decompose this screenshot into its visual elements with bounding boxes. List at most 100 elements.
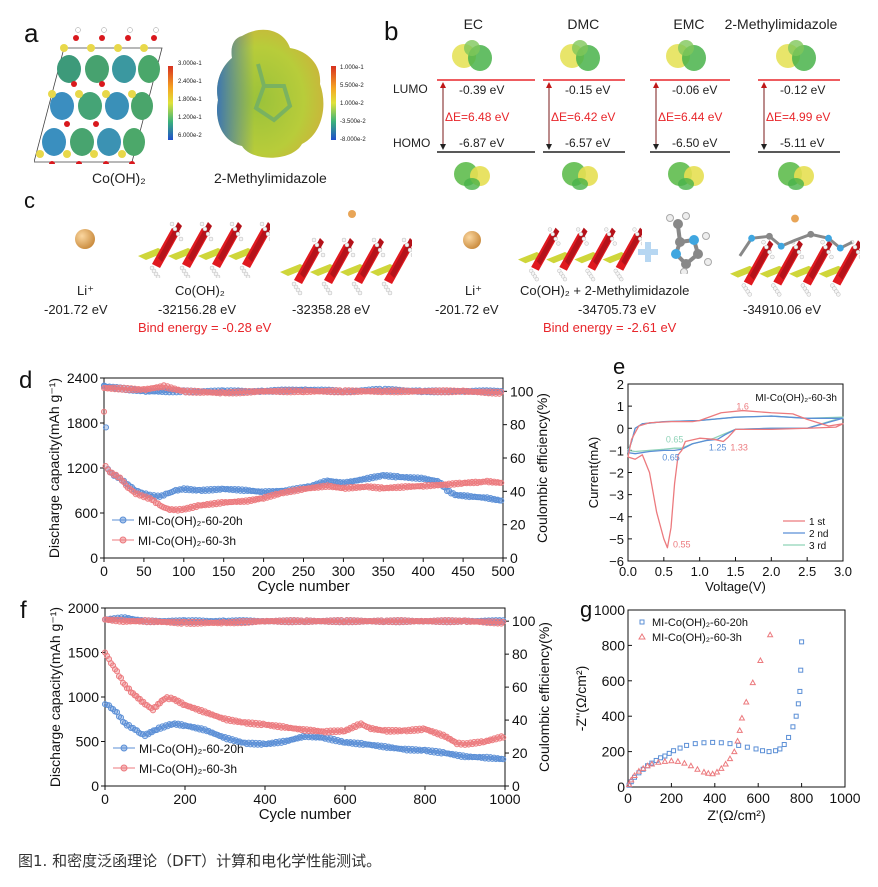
methylimidazole-caption: 2-Methylimidazole <box>214 170 327 186</box>
homo-orbital-image <box>778 162 814 190</box>
c-item-0-name: Li⁺ <box>77 283 94 298</box>
data-point <box>102 424 110 431</box>
methylimidazole-molecule-image <box>666 212 712 274</box>
x-tick-label: 200 <box>660 790 684 806</box>
y-axis-title: Discharge capacity(mAh g⁻¹) <box>46 378 62 558</box>
series-mi-co-oh-60-3h <box>101 649 507 748</box>
data-point <box>100 408 108 415</box>
x-axis-title: Cycle number <box>257 578 350 595</box>
lumo-energy: -0.15 eV <box>565 83 611 97</box>
x-tick-label: 200 <box>252 563 276 579</box>
y2-tick-label: 20 <box>512 745 528 761</box>
data-point <box>781 742 787 748</box>
c-item-4-name: Co(OH)₂ + 2-Methylimidazole <box>520 283 690 298</box>
arrow-down-icon <box>440 144 446 150</box>
li-ion-sphere-1 <box>75 229 95 249</box>
co-oh2-structure-image <box>34 27 163 164</box>
slab-layer <box>518 227 642 282</box>
arrow-up-icon <box>653 82 659 88</box>
slab-layer <box>280 237 412 296</box>
x-tick-label: 1.5 <box>726 564 744 579</box>
left-colorbar-tick-3: 1.200e-1 <box>178 115 202 121</box>
right-colorbar-tick-1: 5.500e-2 <box>340 83 364 89</box>
data-point <box>718 740 724 746</box>
arrow-down-icon <box>546 144 552 150</box>
c-item-1-energy: -32156.28 eV <box>158 302 237 317</box>
c-item-0-energy: -201.72 eV <box>44 302 108 317</box>
peak-annotation: 1.33 <box>730 442 748 452</box>
data-point <box>662 753 668 759</box>
data-point <box>674 757 682 764</box>
data-point <box>717 764 725 771</box>
x-tick-label: 0 <box>624 790 632 806</box>
legend-marker <box>120 764 128 772</box>
x-tick-label: 600 <box>333 791 357 807</box>
y-tick-label: 2 <box>617 377 624 392</box>
c-item-2-energy: -32358.28 eV <box>292 302 371 317</box>
data-point <box>500 734 507 741</box>
data-point <box>671 748 677 754</box>
data-point <box>709 770 716 777</box>
data-point <box>795 701 801 707</box>
data-point <box>103 652 111 659</box>
data-point <box>648 760 656 767</box>
series-triangle <box>625 631 774 787</box>
series-mi-co-oh-60-3h <box>100 408 505 514</box>
legend-label: MI-Co(OH)₂-60-20h <box>138 514 243 528</box>
li-ion-sphere-2 <box>463 231 481 249</box>
c-item-5-energy: -34910.06 eV <box>743 302 822 317</box>
y-tick-label: −5 <box>609 532 624 547</box>
y-tick-label: 400 <box>602 708 626 724</box>
left-colorbar-tick-0: 3.000e-1 <box>178 61 202 67</box>
homo-orbital-image <box>668 162 704 190</box>
chart-d-cycling-500: 0 50 100 150 200 250 300 350 400 450 5000600120018… <box>19 367 550 595</box>
data-point <box>753 746 759 752</box>
data-point <box>498 479 505 486</box>
legend-marker <box>119 516 127 524</box>
y-tick-label: 1500 <box>68 645 99 661</box>
data-point <box>734 737 741 744</box>
homo-orbital-image <box>454 162 490 190</box>
data-point <box>736 742 742 748</box>
y-tick-label: −6 <box>609 554 624 569</box>
lumo-energy: -0.06 eV <box>672 83 718 97</box>
data-point <box>722 760 729 767</box>
x-tick-label: 200 <box>173 791 197 807</box>
energy-level-diagram <box>650 40 730 190</box>
data-point <box>117 674 125 681</box>
arrow-up-icon <box>546 82 552 88</box>
molecule-name: EMC <box>673 16 705 32</box>
y2-tick-label: 80 <box>510 417 526 433</box>
chart-g-eis: 0 200 400 600 800 1000 0 200 400 600 800 1000 Z'(Ω/c… <box>575 597 861 823</box>
energy-level-diagram <box>758 40 840 190</box>
y2-axis-title: Coulombic efficiency(%) <box>534 393 550 543</box>
energy-gap: ΔE=6.48 eV <box>445 110 510 124</box>
data-point <box>727 741 733 747</box>
data-point <box>496 497 503 504</box>
x-tick-label: 1000 <box>829 790 860 806</box>
c-item-1-name: Co(OH)₂ <box>175 283 225 298</box>
y2-tick-label: 0 <box>512 778 520 794</box>
legend-label: MI-Co(OH)₂-60-20h <box>652 617 748 629</box>
x-tick-label: 400 <box>253 791 277 807</box>
x-tick-label: 800 <box>413 791 437 807</box>
data-point <box>798 667 804 673</box>
y2-tick-label: 60 <box>510 450 526 466</box>
right-colorbar-tick-2: 1.000e-2 <box>340 101 364 107</box>
plot-frame <box>103 377 504 559</box>
molecule-name: DMC <box>567 16 600 32</box>
energy-gap: ΔE=6.44 eV <box>658 110 723 124</box>
legend-label: 3 rd <box>809 541 826 552</box>
y2-tick-label: 40 <box>510 483 526 499</box>
y-tick-label: 1800 <box>67 415 98 431</box>
x-tick-label: 600 <box>747 790 771 806</box>
data-point <box>730 748 738 755</box>
molecule-name: 2-Methylimidazole <box>724 16 838 32</box>
data-point <box>627 776 635 783</box>
lumo-energy: -0.39 eV <box>459 83 505 97</box>
series-1-st <box>627 409 844 549</box>
x-tick-label: 1.0 <box>691 564 709 579</box>
data-point <box>655 758 662 765</box>
x-tick-label: 0.0 <box>619 564 637 579</box>
x-tick-label: 150 <box>212 563 236 579</box>
